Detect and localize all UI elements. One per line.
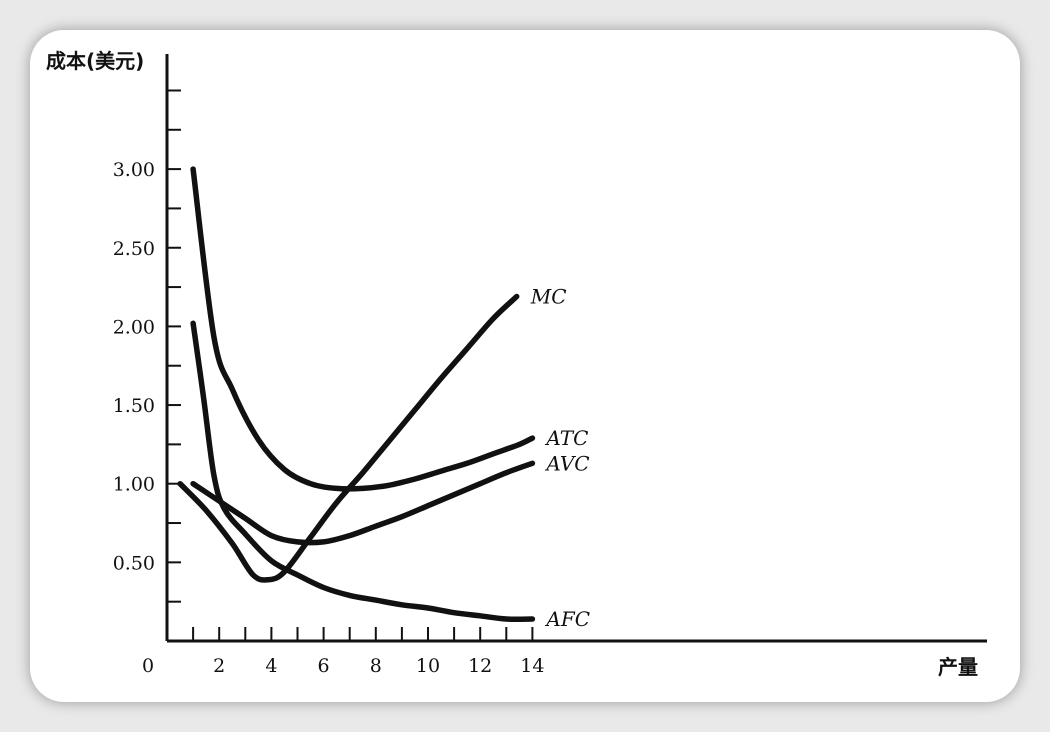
x-tick-label: 2 [213, 655, 225, 677]
axes [165, 54, 987, 643]
chart-card: 0.50 1.00 1.50 2.00 2.50 3.00 2 4 6 8 10 12 14 MC AT… [30, 30, 1020, 702]
afc-label: AFC [544, 607, 590, 631]
x-tick-label: 12 [468, 655, 492, 677]
origin-label: 0 [142, 655, 154, 677]
curves [177, 166, 536, 622]
x-tick-label: 10 [416, 655, 440, 677]
y-tick-label: 2.00 [113, 316, 155, 338]
y-tick-label: 1.00 [113, 474, 155, 496]
x-axis-ticks: 2 4 6 8 10 12 14 [192, 627, 544, 677]
y-tick-label: 0.50 [113, 552, 155, 574]
y-axis-title: 成本(美元) [46, 49, 144, 73]
avc-curve [190, 460, 536, 546]
y-tick-label: 3.00 [113, 159, 155, 181]
avc-label: AVC [544, 451, 589, 475]
y-tick-label: 2.50 [113, 238, 155, 260]
x-tick-label: 8 [370, 655, 382, 677]
mc-curve [177, 293, 520, 583]
y-tick-label: 1.50 [113, 395, 155, 417]
x-tick-label: 4 [265, 655, 277, 677]
cost-curves-chart: 0.50 1.00 1.50 2.00 2.50 3.00 2 4 6 8 10 12 14 MC AT… [46, 49, 987, 679]
x-axis-title: 产量 [938, 655, 978, 679]
x-tick-label: 14 [520, 655, 544, 677]
x-tick-label: 6 [318, 655, 330, 677]
y-axis-ticks: 0.50 1.00 1.50 2.00 2.50 3.00 [113, 89, 181, 603]
atc-curve [190, 166, 536, 492]
afc-curve [190, 320, 536, 622]
mc-label: MC [530, 285, 567, 309]
atc-label: ATC [544, 426, 588, 450]
